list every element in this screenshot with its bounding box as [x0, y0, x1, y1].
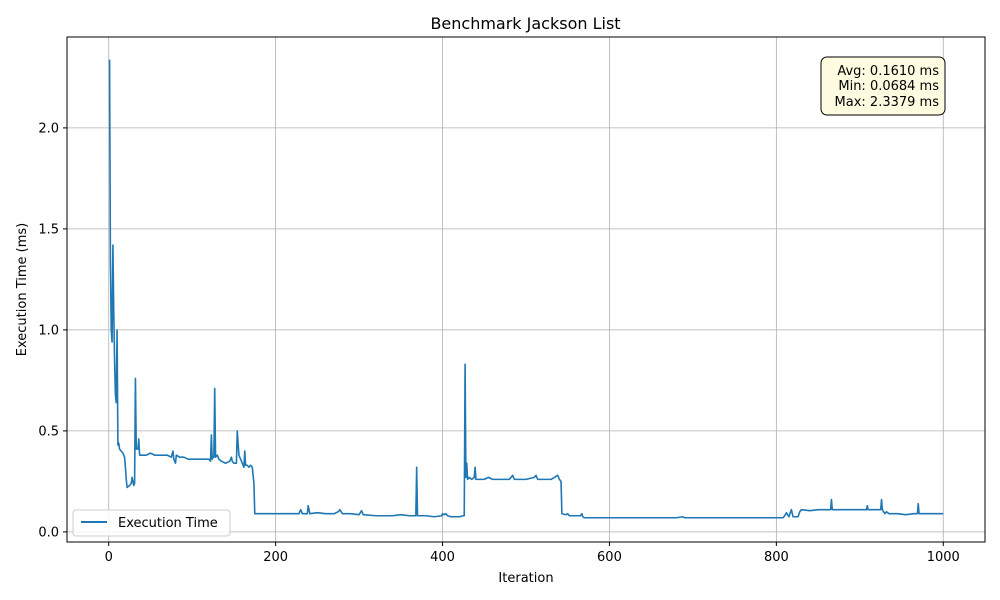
y-axis-label: Execution Time (ms): [15, 223, 30, 356]
x-tick-label: 600: [597, 550, 622, 565]
x-axis-ticks: 0 200 400 600 800 1000: [105, 542, 960, 565]
series-layer: [108, 59, 944, 519]
legend: Execution Time: [72, 509, 231, 537]
y-tick-label: 1.0: [38, 323, 59, 338]
series-line-execution-time: [108, 59, 944, 519]
chart-title: Benchmark Jackson List: [430, 14, 620, 33]
x-tick-label: 400: [430, 550, 455, 565]
stats-min: Min: 0.0684 ms: [838, 79, 939, 94]
x-axis-label: Iteration: [498, 571, 553, 586]
y-tick-label: 0.5: [38, 424, 59, 439]
legend-background: [72, 509, 231, 537]
axes-frame: [66, 36, 986, 543]
stats-box-background: [820, 56, 946, 116]
x-tick-label: 200: [263, 550, 288, 565]
y-axis-ticks: 0.0 0.5 1.0 1.5 2.0: [38, 121, 67, 540]
y-tick-label: 1.5: [38, 222, 59, 237]
x-tick-label: 1000: [927, 550, 960, 565]
grid: [67, 37, 985, 542]
legend-label-execution-time: Execution Time: [118, 516, 218, 531]
x-tick-label: 800: [764, 550, 789, 565]
x-tick-label: 0: [105, 550, 113, 565]
stats-max: Max: 2.3379 ms: [835, 95, 940, 110]
y-tick-label: 0.0: [38, 525, 59, 540]
stats-box: Avg: 0.1610 ms Min: 0.0684 ms Max: 2.337…: [820, 56, 946, 116]
stats-avg: Avg: 0.1610 ms: [837, 64, 939, 79]
y-tick-label: 2.0: [38, 121, 59, 136]
